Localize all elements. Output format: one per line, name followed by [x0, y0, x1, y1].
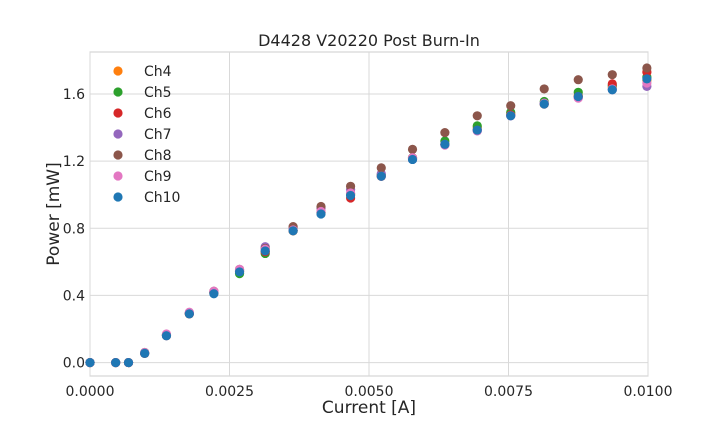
data-point [642, 63, 652, 73]
data-point [607, 70, 617, 80]
legend-marker [113, 129, 123, 139]
y-tick-label: 0.4 [63, 288, 85, 304]
legend-label: Ch7 [144, 127, 172, 143]
legend-marker [113, 150, 123, 160]
y-axis-label: Power [mW] [44, 162, 64, 265]
data-point [85, 357, 95, 368]
data-point [140, 348, 150, 358]
data-point [260, 246, 270, 256]
data-point [111, 357, 121, 368]
x-axis-label: Current [A] [322, 398, 416, 418]
data-point [539, 84, 549, 94]
x-tick-label: 0.0100 [624, 384, 673, 400]
y-tick-label: 0.0 [63, 356, 85, 372]
y-tick-label: 1.6 [63, 87, 85, 103]
legend-label: Ch8 [144, 148, 172, 164]
data-point [376, 171, 386, 181]
data-point [440, 139, 450, 149]
data-point [209, 289, 219, 299]
chart-title: D4428 V20220 Post Burn-In [258, 31, 480, 50]
legend-marker [113, 66, 123, 76]
legend-label: Ch4 [144, 64, 172, 80]
x-tick-label: 0.0050 [345, 384, 394, 400]
grid [89, 52, 649, 376]
legend-label: Ch10 [144, 190, 180, 206]
data-point [184, 309, 194, 319]
data-point [234, 267, 245, 277]
legend-label: Ch5 [144, 85, 172, 101]
y-tick-label: 0.8 [63, 221, 85, 237]
data-point [407, 154, 418, 165]
data-point [123, 357, 134, 368]
legend-marker [113, 108, 123, 118]
x-tick-label: 0.0025 [205, 384, 254, 400]
data-point [407, 144, 418, 154]
data-point [472, 125, 482, 135]
data-point [607, 85, 617, 95]
data-point [472, 111, 482, 121]
y-axis-ticks: 0.0 0.4 0.8 1.2 1.6 [63, 87, 85, 372]
data-points [85, 63, 652, 368]
legend-marker [113, 192, 123, 202]
data-point [440, 127, 450, 138]
data-point [573, 91, 583, 102]
data-point [539, 99, 549, 109]
data-point [573, 75, 583, 85]
series-ch10 [85, 74, 652, 368]
data-point [316, 209, 326, 219]
data-point [506, 111, 516, 121]
data-point [345, 181, 356, 191]
y-tick-label: 1.2 [63, 154, 85, 170]
legend: Ch4 Ch5 Ch6 Ch7 Ch8 Ch9 Ch10 [113, 64, 180, 206]
data-point [506, 101, 516, 111]
data-point [376, 163, 386, 173]
legend-marker [113, 171, 123, 181]
x-axis-ticks: 0.0000 0.0025 0.0050 0.0075 0.0100 [66, 384, 673, 400]
legend-label: Ch6 [144, 106, 172, 122]
legend-marker [113, 87, 123, 97]
x-tick-label: 0.0075 [484, 384, 533, 400]
legend-label: Ch9 [144, 169, 172, 185]
data-point [161, 331, 172, 341]
data-point [642, 74, 652, 84]
data-point [345, 190, 356, 201]
x-tick-label: 0.0000 [66, 384, 115, 400]
data-point [288, 226, 298, 236]
